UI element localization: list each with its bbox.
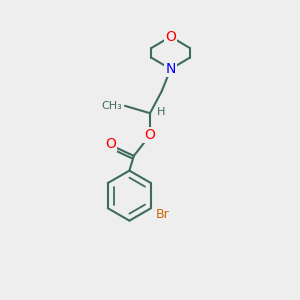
Text: Br: Br [156, 208, 170, 221]
Text: O: O [105, 137, 116, 151]
Text: N: N [165, 62, 176, 76]
Text: CH₃: CH₃ [101, 101, 122, 111]
Text: H: H [157, 107, 165, 117]
Text: O: O [145, 128, 155, 142]
Text: O: O [165, 30, 176, 44]
